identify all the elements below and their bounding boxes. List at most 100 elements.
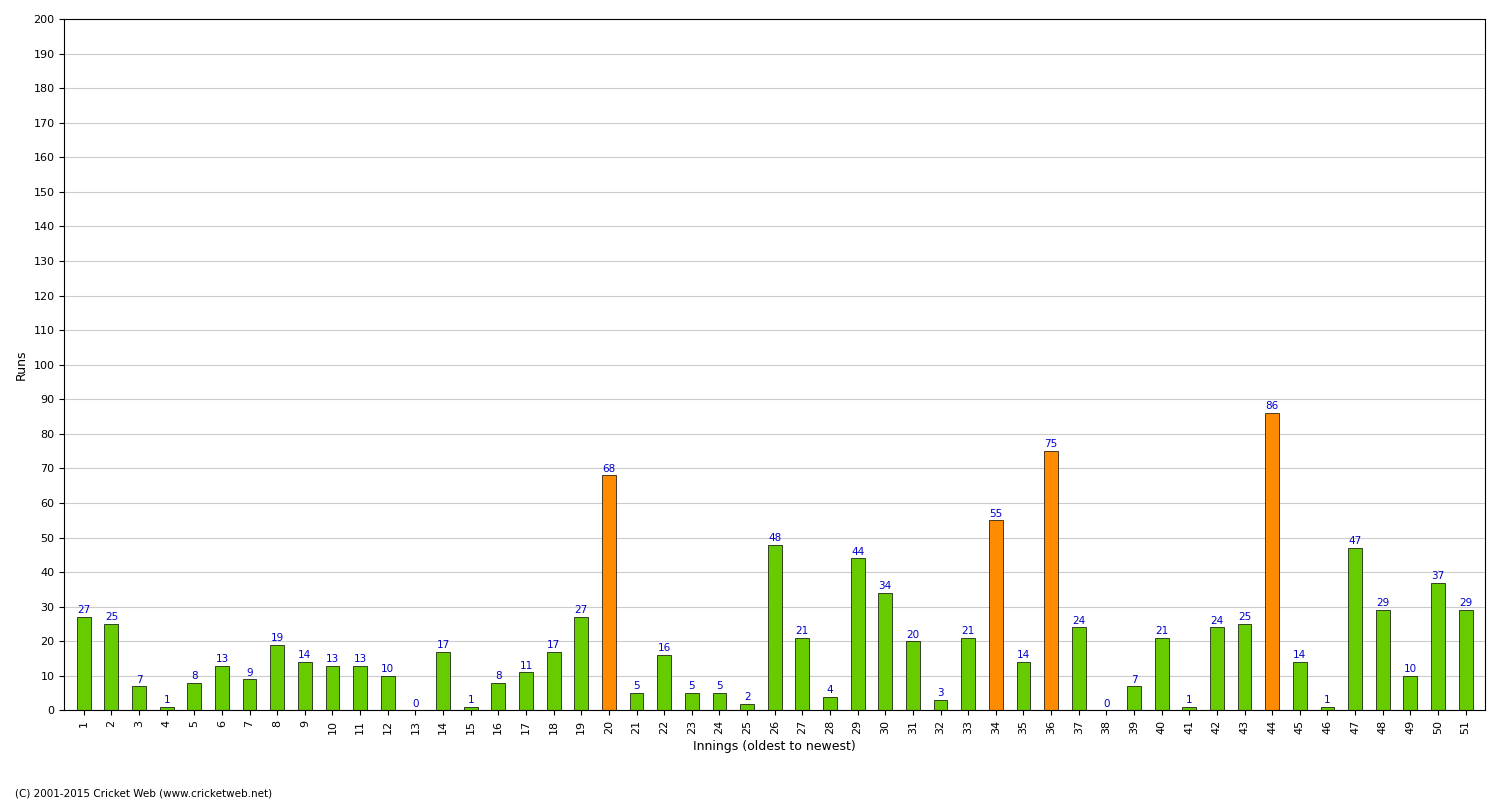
Bar	[1155, 638, 1168, 710]
Text: 13: 13	[354, 654, 368, 664]
Bar	[188, 683, 201, 710]
Text: 25: 25	[105, 612, 118, 622]
Bar	[105, 624, 118, 710]
Bar	[1348, 548, 1362, 710]
Text: 4: 4	[827, 685, 834, 695]
X-axis label: Innings (oldest to newest): Innings (oldest to newest)	[693, 740, 856, 753]
Text: 27: 27	[574, 606, 588, 615]
Bar	[1017, 662, 1031, 710]
Text: 34: 34	[879, 581, 892, 591]
Bar	[270, 645, 284, 710]
Bar	[1320, 707, 1335, 710]
Bar	[1072, 627, 1086, 710]
Bar	[546, 652, 561, 710]
Text: 21: 21	[962, 626, 975, 636]
Bar	[740, 703, 754, 710]
Bar	[352, 666, 368, 710]
Text: 3: 3	[938, 688, 944, 698]
Bar	[1293, 662, 1306, 710]
Bar	[906, 642, 920, 710]
Bar	[962, 638, 975, 710]
Bar	[574, 617, 588, 710]
Bar	[132, 686, 146, 710]
Bar	[630, 693, 644, 710]
Bar	[519, 673, 532, 710]
Text: 27: 27	[76, 606, 90, 615]
Bar	[326, 666, 339, 710]
Bar	[381, 676, 394, 710]
Text: 0: 0	[1102, 698, 1110, 709]
Text: 24: 24	[1210, 616, 1224, 626]
Bar	[1238, 624, 1251, 710]
Text: 13: 13	[216, 654, 228, 664]
Bar	[243, 679, 256, 710]
Text: 17: 17	[436, 640, 450, 650]
Text: 75: 75	[1044, 439, 1058, 450]
Text: 14: 14	[1017, 650, 1031, 660]
Y-axis label: Runs: Runs	[15, 350, 28, 380]
Bar	[1376, 610, 1389, 710]
Bar	[657, 655, 670, 710]
Text: 2: 2	[744, 692, 750, 702]
Text: 68: 68	[602, 464, 615, 474]
Text: 29: 29	[1376, 598, 1389, 609]
Bar	[879, 593, 892, 710]
Text: 10: 10	[381, 664, 394, 674]
Bar	[988, 520, 1002, 710]
Text: 5: 5	[633, 682, 640, 691]
Text: 8: 8	[495, 671, 501, 681]
Bar	[1404, 676, 1417, 710]
Text: 24: 24	[1072, 616, 1086, 626]
Text: 16: 16	[657, 643, 670, 654]
Bar	[464, 707, 477, 710]
Text: 5: 5	[688, 682, 694, 691]
Text: 20: 20	[906, 630, 920, 639]
Bar	[160, 707, 174, 710]
Text: (C) 2001-2015 Cricket Web (www.cricketweb.net): (C) 2001-2015 Cricket Web (www.cricketwe…	[15, 788, 272, 798]
Bar	[1431, 582, 1444, 710]
Text: 86: 86	[1266, 402, 1280, 411]
Text: 7: 7	[1131, 674, 1137, 685]
Bar	[1126, 686, 1142, 710]
Text: 47: 47	[1348, 536, 1362, 546]
Bar	[850, 558, 864, 710]
Text: 11: 11	[519, 661, 532, 670]
Bar	[76, 617, 90, 710]
Text: 9: 9	[246, 668, 254, 678]
Bar	[436, 652, 450, 710]
Text: 7: 7	[135, 674, 142, 685]
Text: 1: 1	[1324, 695, 1330, 706]
Bar	[492, 683, 506, 710]
Text: 21: 21	[795, 626, 808, 636]
Bar	[1044, 451, 1058, 710]
Bar	[768, 545, 782, 710]
Bar	[712, 693, 726, 710]
Text: 29: 29	[1460, 598, 1473, 609]
Text: 17: 17	[548, 640, 560, 650]
Bar	[298, 662, 312, 710]
Text: 55: 55	[988, 509, 1002, 518]
Text: 13: 13	[326, 654, 339, 664]
Bar	[214, 666, 230, 710]
Bar	[1210, 627, 1224, 710]
Bar	[686, 693, 699, 710]
Text: 10: 10	[1404, 664, 1417, 674]
Text: 8: 8	[190, 671, 198, 681]
Text: 1: 1	[164, 695, 170, 706]
Text: 48: 48	[768, 533, 782, 542]
Text: 0: 0	[413, 698, 419, 709]
Bar	[1458, 610, 1473, 710]
Text: 19: 19	[270, 633, 284, 643]
Text: 5: 5	[716, 682, 723, 691]
Text: 1: 1	[1186, 695, 1192, 706]
Text: 37: 37	[1431, 571, 1444, 581]
Text: 14: 14	[1293, 650, 1306, 660]
Text: 14: 14	[298, 650, 312, 660]
Text: 25: 25	[1238, 612, 1251, 622]
Text: 21: 21	[1155, 626, 1168, 636]
Bar	[1266, 413, 1280, 710]
Text: 1: 1	[468, 695, 474, 706]
Bar	[824, 697, 837, 710]
Bar	[1182, 707, 1196, 710]
Bar	[933, 700, 948, 710]
